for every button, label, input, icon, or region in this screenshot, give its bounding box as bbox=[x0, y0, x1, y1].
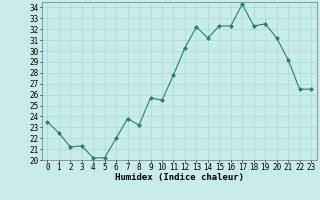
X-axis label: Humidex (Indice chaleur): Humidex (Indice chaleur) bbox=[115, 173, 244, 182]
